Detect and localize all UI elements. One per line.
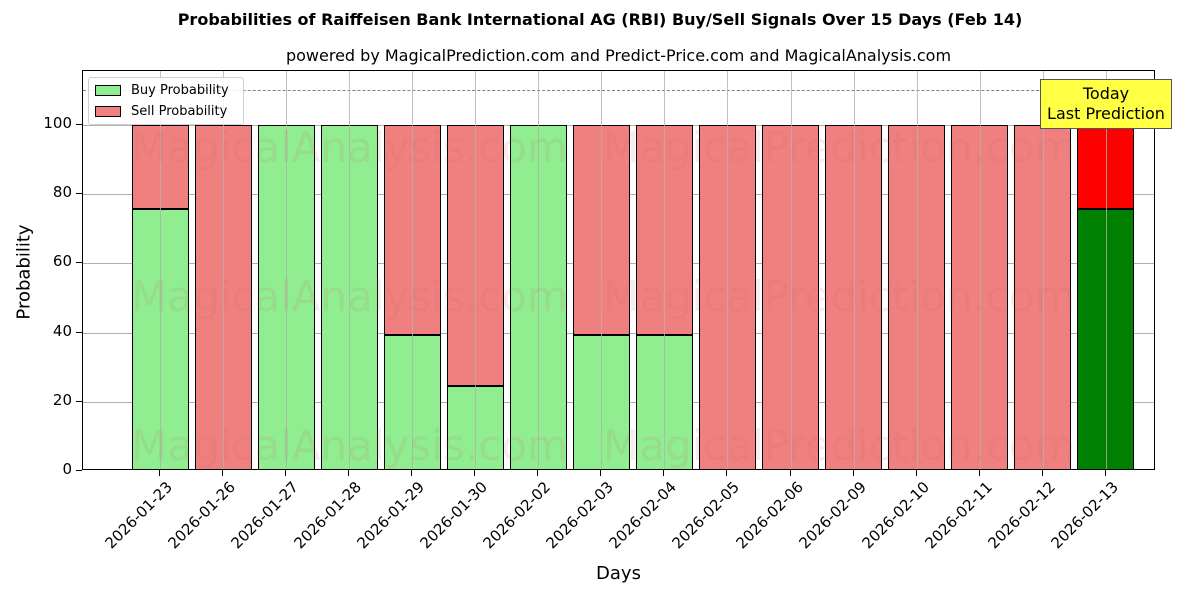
- x-tick-label: 2026-02-13: [1047, 478, 1122, 553]
- gridline-vertical: [475, 71, 477, 469]
- x-tick-mark: [726, 470, 728, 476]
- x-tick-label: 2026-02-06: [732, 478, 807, 553]
- x-tick-label: 2026-01-23: [101, 478, 176, 553]
- y-tick-label: 20: [52, 390, 72, 409]
- x-tick-label: 2026-02-12: [984, 478, 1059, 553]
- x-tick-label: 2026-02-05: [668, 478, 744, 553]
- y-tick-label: 80: [52, 183, 72, 202]
- chart-subtitle: powered by MagicalPrediction.com and Pre…: [285, 46, 952, 65]
- gridline-vertical: [790, 71, 792, 469]
- y-tick-label: 100: [43, 114, 72, 132]
- chart-title: Probabilities of Raiffeisen Bank Interna…: [177, 10, 1023, 29]
- today-annotation: Today Last Prediction: [1040, 79, 1172, 129]
- gridline-vertical: [916, 71, 918, 469]
- gridline-vertical: [160, 71, 161, 469]
- gridline-vertical: [412, 71, 414, 469]
- x-tick-label: 2026-01-26: [164, 478, 239, 553]
- x-tick-mark: [852, 470, 854, 476]
- gridline-vertical: [1105, 71, 1107, 469]
- y-axis-label: Probability: [13, 224, 35, 320]
- legend-item-sell: Sell Probability: [95, 102, 227, 120]
- annotation-line-2: Last Prediction: [1047, 104, 1165, 123]
- x-tick-mark: [474, 470, 476, 476]
- y-tick-mark: [76, 193, 82, 195]
- x-tick-mark: [1041, 470, 1043, 476]
- x-tick-mark: [159, 470, 160, 476]
- x-tick-mark: [789, 470, 791, 476]
- legend-buy-label: Buy Probability: [131, 82, 229, 98]
- gridline-vertical: [1042, 71, 1044, 469]
- reference-dashed-line: [83, 90, 1154, 92]
- x-tick-mark: [663, 470, 665, 476]
- legend: Buy Probability Sell Probability: [88, 77, 244, 125]
- buy-swatch-icon: [95, 84, 121, 96]
- legend-item-buy: Buy Probability: [95, 81, 229, 99]
- y-tick-mark: [76, 400, 82, 402]
- gridline-vertical: [538, 71, 540, 469]
- y-tick-mark: [76, 331, 82, 333]
- x-tick-label: 2026-01-30: [416, 478, 492, 553]
- x-tick-mark: [222, 470, 224, 476]
- gridline-vertical: [853, 71, 855, 469]
- y-tick-mark: [76, 124, 82, 125]
- y-tick-label: 40: [52, 321, 72, 340]
- y-tick-mark: [76, 470, 82, 471]
- x-tick-mark: [600, 470, 602, 476]
- x-tick-mark: [348, 470, 350, 476]
- annotation-line-1: Today: [1082, 84, 1130, 103]
- gridline-vertical: [349, 71, 351, 469]
- x-tick-label: 2026-01-29: [353, 478, 429, 553]
- gridline-vertical: [223, 71, 225, 469]
- x-tick-label: 2026-01-28: [290, 478, 366, 553]
- y-tick-label: 0: [62, 460, 72, 478]
- x-tick-mark: [915, 470, 917, 476]
- x-tick-mark: [978, 470, 980, 476]
- y-tick-mark: [76, 262, 82, 264]
- gridline-vertical: [727, 71, 729, 469]
- gridline-vertical: [979, 71, 981, 469]
- y-tick-label: 60: [52, 252, 72, 271]
- sell-swatch-icon: [95, 105, 121, 117]
- x-tick-label: 2026-02-03: [542, 478, 618, 553]
- plot-area: MagicalAnalysis.comMagicalPrediction.com…: [82, 70, 1155, 470]
- x-tick-label: 2026-02-02: [479, 478, 555, 553]
- legend-sell-label: Sell Probability: [131, 103, 228, 119]
- gridline-vertical: [664, 71, 666, 469]
- x-tick-mark: [1104, 470, 1106, 476]
- x-tick-mark: [411, 470, 413, 476]
- x-tick-label: 2026-01-27: [227, 478, 303, 553]
- x-tick-mark: [285, 470, 287, 476]
- gridline-vertical: [601, 71, 603, 469]
- gridline-vertical: [286, 71, 288, 469]
- x-axis-label: Days: [596, 563, 641, 584]
- x-tick-mark: [537, 470, 539, 476]
